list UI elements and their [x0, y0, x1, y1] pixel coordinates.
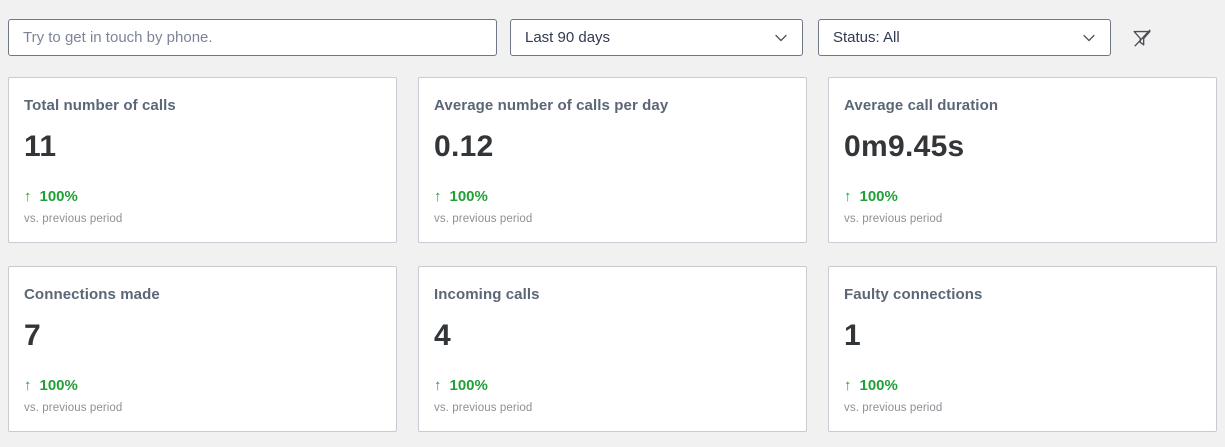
card-value: 4: [434, 319, 451, 352]
trend-compare-label: vs. previous period: [844, 402, 943, 414]
trend-up-icon: ↑: [844, 188, 852, 205]
trend-indicator: ↑ 100%: [434, 377, 791, 394]
stat-card-total-calls: Total number of calls 11 ↑ 100% vs. prev…: [8, 77, 397, 243]
stat-card-avg-calls-per-day: Average number of calls per day 0.12 ↑ 1…: [418, 77, 807, 243]
trend-up-icon: ↑: [434, 377, 442, 394]
card-title: Total number of calls: [24, 97, 176, 114]
trend-compare-label: vs. previous period: [434, 402, 533, 414]
trend-value: 100%: [39, 377, 78, 394]
trend-indicator: ↑ 100%: [24, 377, 381, 394]
status-dropdown[interactable]: Status: All: [818, 19, 1111, 56]
period-dropdown-value: Last 90 days: [525, 29, 611, 46]
trend-up-icon: ↑: [24, 377, 32, 394]
card-value: 1: [844, 319, 861, 352]
trend-indicator: ↑ 100%: [844, 377, 1201, 394]
trend-indicator: ↑ 100%: [24, 188, 381, 205]
trend-indicator: ↑ 100%: [434, 188, 791, 205]
trend-compare-label: vs. previous period: [24, 402, 123, 414]
status-dropdown-value: Status: All: [833, 29, 900, 46]
stat-card-faulty-connections: Faulty connections 1 ↑ 100% vs. previous…: [828, 266, 1217, 432]
trend-up-icon: ↑: [844, 377, 852, 394]
filters-bar: Last 90 days Status: All: [8, 19, 1217, 56]
card-title: Average call duration: [844, 97, 999, 114]
search-input[interactable]: [8, 19, 497, 56]
trend-value: 100%: [39, 188, 78, 205]
trend-compare-label: vs. previous period: [24, 213, 123, 225]
period-dropdown[interactable]: Last 90 days: [510, 19, 803, 56]
trend-indicator: ↑ 100%: [844, 188, 1201, 205]
trend-value: 100%: [859, 377, 898, 394]
trend-value: 100%: [449, 188, 488, 205]
clear-filters-button[interactable]: [1128, 24, 1156, 52]
card-title: Incoming calls: [434, 286, 540, 303]
stats-grid: Total number of calls 11 ↑ 100% vs. prev…: [8, 77, 1217, 432]
card-title: Connections made: [24, 286, 160, 303]
trend-value: 100%: [859, 188, 898, 205]
card-value: 7: [24, 319, 41, 352]
trend-up-icon: ↑: [434, 188, 442, 205]
chevron-down-icon: [775, 34, 787, 41]
stat-card-connections-made: Connections made 7 ↑ 100% vs. previous p…: [8, 266, 397, 432]
filter-slash-icon: [1133, 29, 1151, 46]
card-value: 11: [24, 130, 57, 163]
trend-up-icon: ↑: [24, 188, 32, 205]
card-value: 0.12: [434, 130, 494, 163]
trend-value: 100%: [449, 377, 488, 394]
card-title: Average number of calls per day: [434, 97, 669, 114]
card-title: Faulty connections: [844, 286, 983, 303]
trend-compare-label: vs. previous period: [844, 213, 943, 225]
chevron-down-icon: [1083, 34, 1095, 41]
card-value: 0m9.45s: [844, 130, 965, 163]
stat-card-incoming-calls: Incoming calls 4 ↑ 100% vs. previous per…: [418, 266, 807, 432]
stat-card-avg-call-duration: Average call duration 0m9.45s ↑ 100% vs.…: [828, 77, 1217, 243]
trend-compare-label: vs. previous period: [434, 213, 533, 225]
